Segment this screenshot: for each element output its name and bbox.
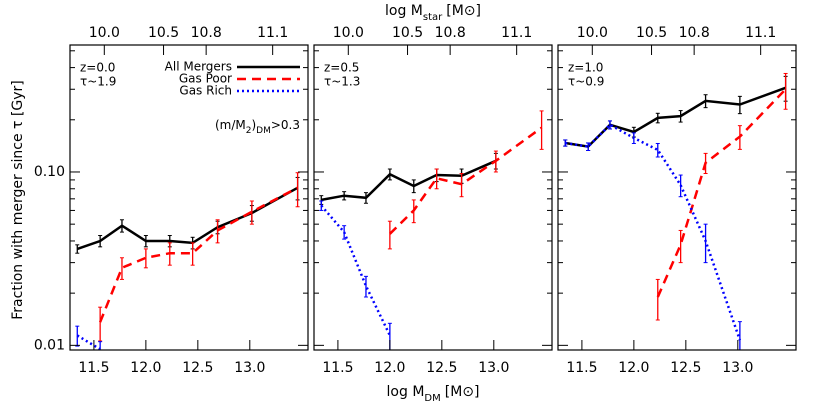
x-tick-label: 12.5 bbox=[182, 360, 213, 376]
x-axis-label: log MDM [M⊙] bbox=[387, 384, 480, 404]
y-axis-label: Fraction with merger since τ [Gyr] bbox=[10, 80, 26, 319]
plot-area bbox=[319, 110, 544, 350]
top-tick-label: 10.0 bbox=[333, 25, 364, 41]
top-tick-label: 10.8 bbox=[191, 25, 222, 41]
series-line bbox=[656, 88, 787, 298]
series-line bbox=[565, 123, 742, 341]
ratio-annotation: (m/M2)DM>0.3 bbox=[215, 118, 300, 136]
top-tick-label: 11.1 bbox=[257, 25, 288, 41]
ratio-part: ) bbox=[251, 118, 256, 132]
x-tick-label: 12.0 bbox=[130, 360, 161, 376]
x-tick-label: 12.5 bbox=[426, 360, 457, 376]
plot-area bbox=[563, 72, 788, 350]
panel-frame bbox=[557, 44, 797, 351]
top-tick-label: 10.0 bbox=[577, 25, 608, 41]
top-axis-label-part: [M⊙] bbox=[446, 3, 481, 19]
series-line bbox=[389, 126, 543, 235]
x-tick-label: 13.0 bbox=[722, 360, 753, 376]
series-line bbox=[321, 159, 497, 202]
y-tick-label: 0.10 bbox=[34, 164, 65, 180]
legend-label: Gas Rich bbox=[179, 84, 232, 98]
x-tick-label: 13.0 bbox=[234, 360, 265, 376]
series-line bbox=[320, 204, 392, 337]
x-tick-label: 12.0 bbox=[618, 360, 649, 376]
top-tick-label: 10.8 bbox=[435, 25, 466, 41]
top-axis-label-part: star bbox=[423, 12, 443, 23]
annotation: z=0.0 bbox=[80, 61, 115, 75]
plot-area bbox=[75, 172, 300, 350]
x-tick-label: 11.5 bbox=[322, 360, 353, 376]
top-tick-label: 10.5 bbox=[636, 25, 667, 41]
top-tick-label: 10.0 bbox=[89, 25, 120, 41]
top-tick-label: 10.8 bbox=[679, 25, 710, 41]
x-axis-label-part: log M bbox=[387, 384, 425, 400]
x-tick-label: 11.5 bbox=[566, 360, 597, 376]
ratio-part: >0.3 bbox=[271, 118, 300, 132]
x-tick-label: 12.5 bbox=[670, 360, 701, 376]
y-tick-label: 0.01 bbox=[34, 337, 65, 353]
top-tick-label: 11.1 bbox=[501, 25, 532, 41]
series-line bbox=[98, 186, 299, 323]
ratio-part: 2 bbox=[246, 126, 252, 136]
top-tick-label: 11.1 bbox=[745, 25, 776, 41]
series-line bbox=[76, 334, 101, 350]
x-tick-label: 13.0 bbox=[478, 360, 509, 376]
annotation: τ~1.9 bbox=[80, 75, 116, 89]
top-tick-label: 10.5 bbox=[392, 25, 423, 41]
ratio-part: (m/M bbox=[215, 118, 246, 132]
x-axis-label-part: [M⊙] bbox=[445, 384, 480, 400]
top-axis-label: log Mstar [M⊙] bbox=[385, 3, 481, 23]
panel-frame bbox=[313, 44, 553, 351]
annotation: z=1.0 bbox=[568, 61, 603, 75]
x-axis-label-part: DM bbox=[424, 393, 440, 404]
series-line bbox=[76, 186, 299, 251]
annotation: τ~1.3 bbox=[324, 75, 360, 89]
annotation: z=0.5 bbox=[324, 61, 359, 75]
ratio-part: DM bbox=[256, 126, 271, 136]
annotation: τ~0.9 bbox=[568, 75, 604, 89]
top-tick-label: 10.5 bbox=[148, 25, 179, 41]
legend-label: All Mergers bbox=[165, 60, 232, 74]
x-tick-label: 11.5 bbox=[78, 360, 109, 376]
top-axis-label-part: log M bbox=[385, 3, 423, 19]
x-tick-label: 12.0 bbox=[374, 360, 405, 376]
panel-frame bbox=[69, 44, 309, 351]
legend-label: Gas Poor bbox=[179, 72, 232, 86]
